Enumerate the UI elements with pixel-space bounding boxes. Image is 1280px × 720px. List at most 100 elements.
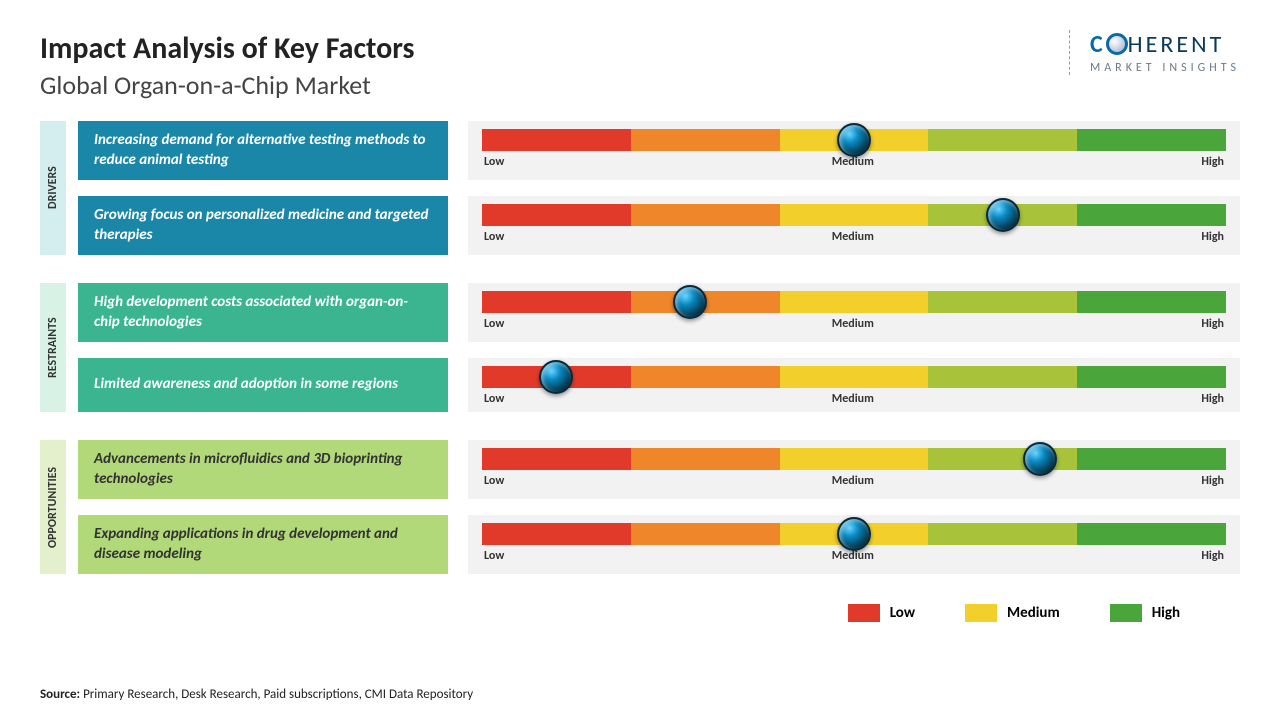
axis-labels: Low Medium High (482, 474, 1226, 488)
slider-segment (631, 523, 780, 545)
legend-item: Low (848, 604, 915, 622)
slider-segment (928, 291, 1077, 313)
logo-letter-c: C (1090, 30, 1106, 59)
section-label-opportunities: OPPORTUNITIES (40, 440, 66, 574)
slider-segment (482, 129, 631, 151)
impact-slider[interactable]: Low Medium High (468, 515, 1240, 574)
legend-item: Medium (965, 604, 1060, 622)
legend-label: Medium (1007, 604, 1060, 622)
factor-label: High development costs associated with o… (78, 283, 448, 342)
factor-label: Limited awareness and adoption in some r… (78, 358, 448, 412)
impact-slider[interactable]: Low Medium High (468, 196, 1240, 255)
section-label-restraints: RESTRAINTS (40, 283, 66, 412)
axis-labels: Low Medium High (482, 549, 1226, 563)
slider-knob[interactable] (986, 198, 1020, 232)
slider-segment (482, 523, 631, 545)
axis-label-medium: Medium (832, 474, 874, 488)
legend-label: Low (890, 604, 915, 622)
source-label: Source: (40, 687, 80, 702)
slider-segment (1077, 129, 1226, 151)
section-label-drivers: DRIVERS (40, 121, 66, 255)
axis-label-low: Low (484, 317, 504, 331)
axis-label-high: High (1201, 317, 1224, 331)
legend-item: High (1110, 604, 1180, 622)
axis-label-low: Low (484, 155, 504, 169)
axis-label-high: High (1201, 230, 1224, 244)
slider-segment (1077, 366, 1226, 388)
axis-label-low: Low (484, 549, 504, 563)
slider-knob[interactable] (673, 285, 707, 319)
slider-segment (1077, 291, 1226, 313)
axis-label-medium: Medium (832, 155, 874, 169)
impact-slider[interactable]: Low Medium High (468, 358, 1240, 412)
impact-slider[interactable]: Low Medium High (468, 440, 1240, 499)
legend: Low Medium High (40, 604, 1240, 622)
slider-knob[interactable] (837, 123, 871, 157)
factor-row: Advancements in microfluidics and 3D bio… (78, 440, 1240, 499)
slider-segment (780, 448, 929, 470)
slider-segment (928, 366, 1077, 388)
factor-label: Advancements in microfluidics and 3D bio… (78, 440, 448, 499)
legend-label: High (1152, 604, 1180, 622)
page-subtitle: Global Organ-on-a-Chip Market (40, 69, 415, 101)
axis-label-high: High (1201, 549, 1224, 563)
slider-segment (482, 204, 631, 226)
axis-label-low: Low (484, 474, 504, 488)
slider-segment (780, 204, 929, 226)
slider-segment (631, 448, 780, 470)
axis-label-low: Low (484, 392, 504, 406)
slider-segment (780, 291, 929, 313)
axis-label-high: High (1201, 155, 1224, 169)
factor-row: Limited awareness and adoption in some r… (78, 358, 1240, 412)
factor-row: High development costs associated with o… (78, 283, 1240, 342)
source-text: Primary Research, Desk Research, Paid su… (80, 687, 473, 702)
axis-label-medium: Medium (832, 230, 874, 244)
slider-segment (928, 523, 1077, 545)
logo-tagline: MARKET INSIGHTS (1090, 61, 1240, 75)
impact-slider[interactable]: Low Medium High (468, 283, 1240, 342)
section-drivers: DRIVERS Increasing demand for alternative… (40, 121, 1240, 255)
slider-knob[interactable] (539, 360, 573, 394)
slider-knob[interactable] (837, 517, 871, 551)
brand-logo: C HERENT MARKET INSIGHTS (1069, 30, 1240, 75)
slider-segment (1077, 448, 1226, 470)
slider-segment (631, 129, 780, 151)
factor-row: Increasing demand for alternative testin… (78, 121, 1240, 180)
slider-segment (482, 291, 631, 313)
section-restraints: RESTRAINTS High development costs associa… (40, 283, 1240, 412)
axis-labels: Low Medium High (482, 155, 1226, 169)
slider-segment (482, 448, 631, 470)
slider-segment (1077, 204, 1226, 226)
axis-label-high: High (1201, 474, 1224, 488)
axis-labels: Low Medium High (482, 317, 1226, 331)
slider-segment (928, 129, 1077, 151)
slider-knob[interactable] (1023, 442, 1057, 476)
slider-segment (631, 204, 780, 226)
axis-labels: Low Medium High (482, 230, 1226, 244)
slider-segment (631, 366, 780, 388)
slider-segment (780, 366, 929, 388)
axis-label-medium: Medium (832, 549, 874, 563)
impact-slider[interactable]: Low Medium High (468, 121, 1240, 180)
slider-segment (1077, 523, 1226, 545)
globe-icon (1106, 33, 1128, 55)
axis-labels: Low Medium High (482, 392, 1226, 406)
axis-label-high: High (1201, 392, 1224, 406)
source-note: Source: Primary Research, Desk Research,… (40, 687, 473, 702)
legend-swatch (1110, 604, 1142, 622)
page-title: Impact Analysis of Key Factors (40, 30, 415, 67)
sections-container: DRIVERS Increasing demand for alternative… (40, 121, 1240, 574)
factor-label: Increasing demand for alternative testin… (78, 121, 448, 180)
legend-swatch (965, 604, 997, 622)
factor-row: Growing focus on personalized medicine a… (78, 196, 1240, 255)
logo-brand-rest: HERENT (1128, 30, 1225, 59)
header: Impact Analysis of Key Factors Global Or… (40, 30, 1240, 101)
legend-swatch (848, 604, 880, 622)
axis-label-medium: Medium (832, 317, 874, 331)
axis-label-low: Low (484, 230, 504, 244)
axis-label-medium: Medium (832, 392, 874, 406)
factor-label: Expanding applications in drug developme… (78, 515, 448, 574)
factor-label: Growing focus on personalized medicine a… (78, 196, 448, 255)
section-opportunities: OPPORTUNITIES Advancements in microfluidi… (40, 440, 1240, 574)
factor-row: Expanding applications in drug developme… (78, 515, 1240, 574)
